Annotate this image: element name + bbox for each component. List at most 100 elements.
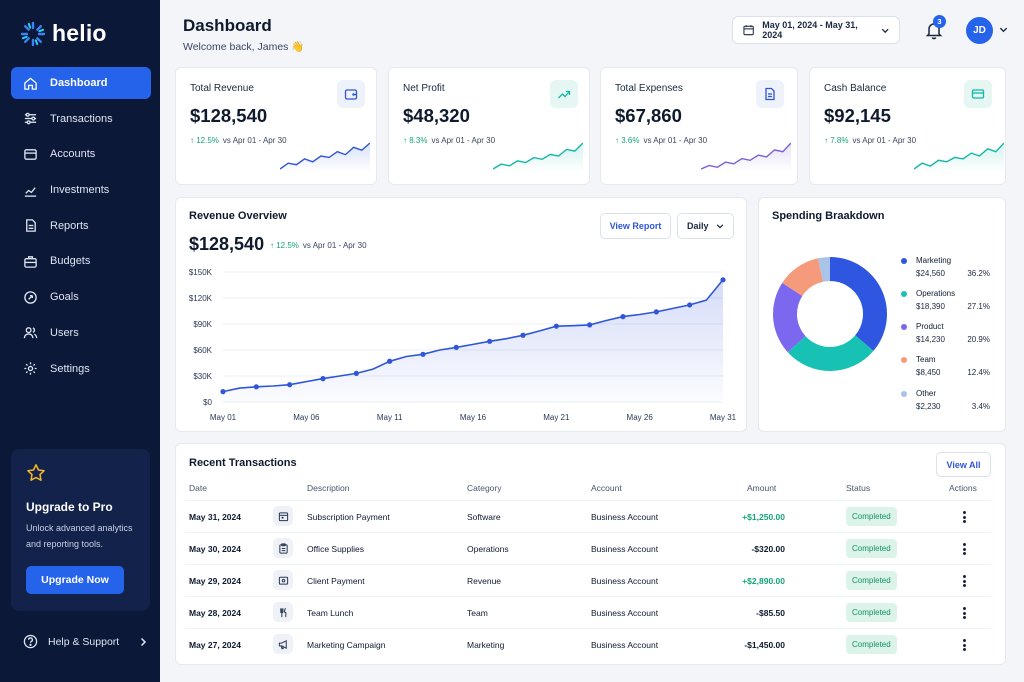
- interval-select[interactable]: Daily: [677, 213, 734, 239]
- sidebar-item-label: Investments: [50, 184, 110, 197]
- table-row[interactable]: May 27, 2024 Marketing Campaign Marketin…: [185, 628, 991, 660]
- wallet-icon: [337, 80, 365, 108]
- revenue-point: [520, 332, 526, 338]
- status-badge: Completed: [846, 571, 897, 590]
- column-header-actions: Actions: [949, 483, 977, 493]
- sparkline-area: [914, 143, 1004, 172]
- row-amount: -$85.50: [756, 608, 785, 618]
- change-up: ↑ 3.6%: [615, 136, 640, 145]
- revenue-point: [220, 389, 226, 395]
- table-row[interactable]: May 28, 2024 Team Lunch Team Business Ac…: [185, 596, 991, 628]
- notification-count-badge: 3: [933, 15, 946, 28]
- sidebar-item-investments[interactable]: Investments: [11, 174, 151, 206]
- sparkline-line: [914, 142, 1004, 170]
- table-row[interactable]: May 29, 2024 Client Payment Revenue Busi…: [185, 564, 991, 596]
- row-category: Marketing: [467, 640, 505, 650]
- x-tick-label: May 11: [377, 413, 403, 422]
- x-tick-label: May 16: [460, 413, 487, 422]
- column-header-category: Category: [467, 483, 502, 493]
- row-date: May 28, 2024: [189, 608, 241, 618]
- chevron-down-icon: [716, 224, 724, 229]
- clipboard-icon: [273, 538, 293, 558]
- change-percent: 8.3%: [409, 136, 428, 145]
- chart-bar-icon: [24, 186, 37, 197]
- kpi-card-total-expenses: Total Expenses $67,860 ↑ 3.6% vs Apr 01 -…: [600, 67, 798, 185]
- sidebar-item-transactions[interactable]: Transactions: [11, 103, 151, 135]
- sparkline-area: [280, 143, 370, 172]
- donut-slice-team: [782, 258, 824, 296]
- more-actions-icon[interactable]: [957, 540, 971, 558]
- trend-up-icon: [550, 80, 578, 108]
- legend-dot: [901, 291, 907, 297]
- change-period: vs Apr 01 - Apr 30: [302, 241, 367, 250]
- legend-value: $14,230: [916, 335, 945, 344]
- kpi-value: $67,860: [615, 105, 682, 126]
- revenue-point: [253, 384, 259, 390]
- column-header-status: Status: [846, 483, 871, 493]
- view-all-button[interactable]: View All: [936, 452, 991, 477]
- sidebar: helio Dashboard Transactions Accounts In…: [0, 0, 160, 682]
- upgrade-description: Unlock advanced analytics and reporting …: [26, 520, 135, 552]
- document-icon: [26, 219, 36, 233]
- star-icon: [27, 464, 45, 481]
- upgrade-title: Upgrade to Pro: [26, 500, 113, 514]
- legend-name: Product: [916, 322, 944, 331]
- more-actions-icon[interactable]: [957, 572, 971, 590]
- view-report-button[interactable]: View Report: [600, 213, 671, 239]
- y-tick-label: $150K: [189, 268, 213, 277]
- sidebar-item-goals[interactable]: Goals: [11, 281, 151, 313]
- more-actions-icon[interactable]: [957, 636, 971, 654]
- sidebar-item-settings[interactable]: Settings: [11, 353, 151, 385]
- kpi-label: Total Expenses: [615, 83, 683, 94]
- user-avatar[interactable]: JD: [966, 17, 993, 44]
- row-description: Subscription Payment: [307, 512, 390, 522]
- revenue-point: [420, 351, 426, 357]
- revenue-point: [587, 322, 593, 328]
- legend-value: $8,450: [916, 368, 941, 377]
- revenue-line: [222, 279, 724, 393]
- sidebar-item-accounts[interactable]: Accounts: [11, 138, 151, 170]
- sidebar-item-dashboard[interactable]: Dashboard: [11, 67, 151, 99]
- revenue-point: [320, 376, 326, 382]
- sidebar-item-budgets[interactable]: Budgets: [11, 245, 151, 277]
- more-actions-icon[interactable]: [957, 508, 971, 526]
- sparkline-chart: [701, 142, 791, 172]
- page-title: Dashboard: [183, 16, 272, 35]
- more-actions-icon[interactable]: [957, 604, 971, 622]
- revenue-point: [453, 344, 459, 350]
- sparkline-chart: [493, 142, 583, 172]
- revenue-overview-value: $128,540: [189, 234, 265, 254]
- legend-name: Other: [916, 389, 937, 398]
- row-category: Software: [467, 512, 501, 522]
- change-percent: 12.5%: [196, 136, 219, 145]
- sidebar-item-users[interactable]: Users: [11, 317, 151, 349]
- upgrade-description-line: and reporting tools.: [26, 539, 104, 549]
- row-amount: -$320.00: [751, 544, 785, 554]
- table-row[interactable]: May 31, 2024 Subscription Payment Softwa…: [185, 500, 991, 532]
- welcome-message: Welcome back, James 👋: [183, 41, 305, 53]
- row-amount: -$1,450.00: [744, 640, 785, 650]
- sidebar-item-reports[interactable]: Reports: [11, 210, 151, 242]
- help-support-link[interactable]: Help & Support: [23, 634, 148, 649]
- table-row[interactable]: May 30, 2024 Office Supplies Operations …: [185, 532, 991, 564]
- brand-logo[interactable]: helio: [20, 20, 107, 47]
- megaphone-icon: [273, 634, 293, 654]
- kpi-change: ↑ 7.8% vs Apr 01 - Apr 30: [824, 136, 916, 145]
- row-description: Marketing Campaign: [307, 640, 386, 650]
- sunburst-logo-icon: [20, 21, 46, 46]
- change-up: ↑ 8.3%: [403, 136, 428, 145]
- change-up: ↑ 7.8%: [824, 136, 849, 145]
- kpi-change: ↑ 3.6% vs Apr 01 - Apr 30: [615, 136, 707, 145]
- y-tick-label: $90K: [193, 320, 212, 329]
- legend-percent: 12.4%: [967, 368, 990, 377]
- kpi-label: Total Revenue: [190, 83, 254, 94]
- change-percent: 7.8%: [830, 136, 849, 145]
- revenue-point: [653, 309, 659, 315]
- upgrade-card: Upgrade to Pro Unlock advanced analytics…: [11, 449, 150, 611]
- date-range-picker[interactable]: May 01, 2024 - May 31, 2024: [732, 16, 900, 44]
- interval-value: Daily: [687, 221, 709, 231]
- upgrade-now-button[interactable]: Upgrade Now: [26, 566, 124, 594]
- chevron-down-icon[interactable]: [999, 25, 1008, 34]
- revenue-point: [687, 302, 693, 308]
- kpi-card-net-profit: Net Profit $48,320 ↑ 8.3% vs Apr 01 - Apr…: [388, 67, 590, 185]
